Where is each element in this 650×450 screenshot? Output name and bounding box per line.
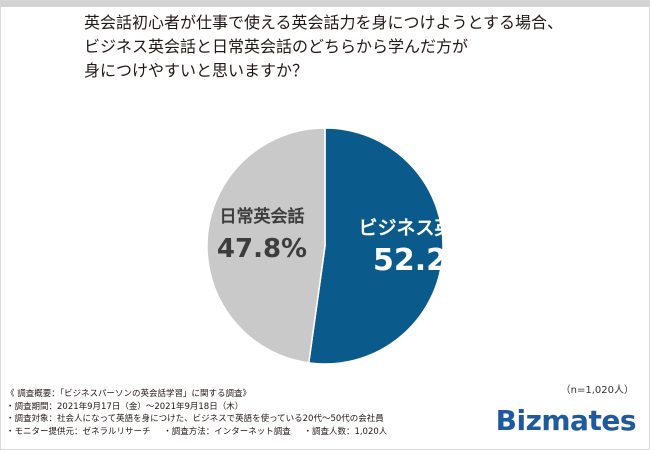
survey-count: ・調査人数：1,020人: [303, 426, 388, 437]
top-accent-bar: [1, 1, 649, 7]
slice-value-label: 47.8%: [217, 234, 307, 264]
bizmates-logo: Bizmates: [495, 404, 637, 437]
slice-label: ビジネス英会話: [358, 216, 491, 239]
survey-provider: ・モニター提供元：ゼネラルリサーチ: [6, 426, 151, 437]
pie-slice: [206, 127, 326, 364]
question-line: 身につけやすいと思いますか？: [84, 61, 309, 80]
survey-notes: 《 調査概要：「ビジネスパーソンの英会話学習」に関する調査》 ・調査期間：202…: [6, 388, 506, 438]
survey-method: ・調査方法：インターネット調査: [163, 426, 291, 437]
survey-line: ・調査対象：社会人になって英語を身につけた、ビジネスで英語を使っている20代～5…: [6, 413, 506, 426]
survey-line: ・調査期間：2021年9月17日（金）～2021年9月18日（木）: [6, 401, 506, 414]
survey-heading: 《 調査概要：「ビジネスパーソンの英会話学習」に関する調査》: [6, 389, 251, 399]
sample-size-note: （n=1,020人）: [560, 385, 634, 396]
survey-line: ・モニター提供元：ゼネラルリサーチ ・調査方法：インターネット調査 ・調査人数：…: [6, 426, 506, 439]
pie-slice: [307, 127, 444, 365]
slice-value-label: 52.2%: [373, 243, 477, 278]
question-line: 英会話初心者が仕事で使える英会話力を身につけようとする場合、: [84, 13, 564, 32]
survey-target: ・調査対象：社会人になって英語を身につけた、ビジネスで英語を使っている20代～5…: [6, 414, 384, 424]
question-line: ビジネス英会話と日常英会話のどちらから学んだ方が: [84, 37, 469, 56]
slice-label: 日常英会話: [220, 206, 305, 227]
survey-period: ・調査期間：2021年9月17日（金）～2021年9月18日（木）: [6, 401, 244, 412]
survey-question: 英会話初心者が仕事で使える英会話力を身につけようとする場合、 ビジネス英会話と日…: [84, 11, 644, 83]
